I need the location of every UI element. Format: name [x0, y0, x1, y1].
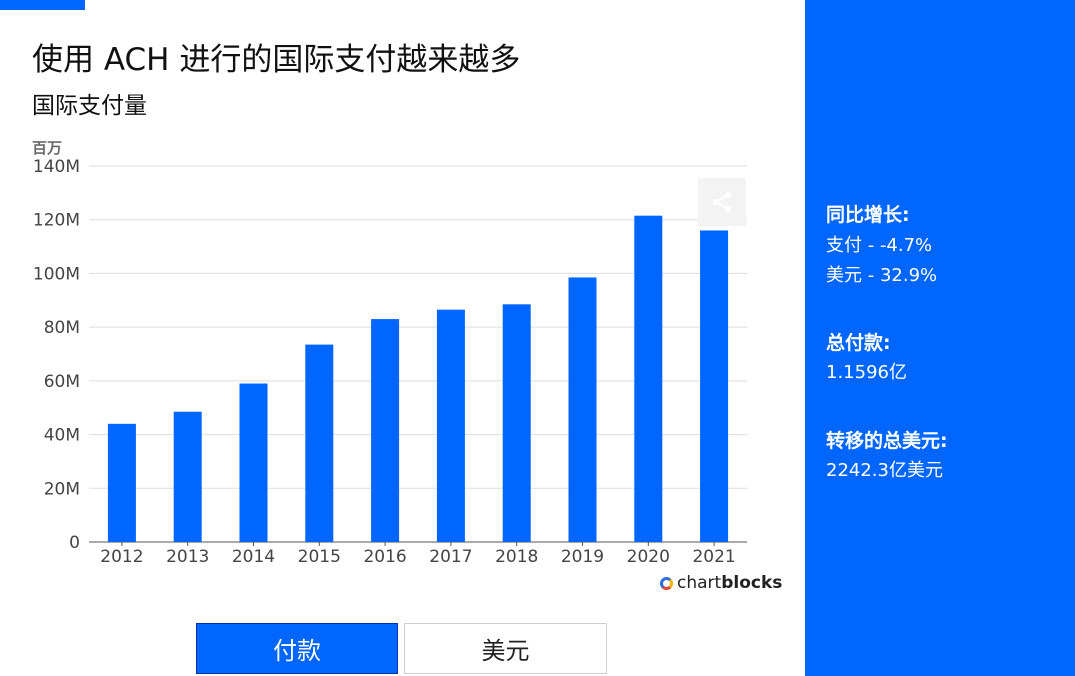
x-tick-label: 2018: [495, 547, 538, 567]
bar[interactable]: [700, 230, 729, 542]
toggle-dollars-button[interactable]: 美元: [404, 623, 607, 674]
bar[interactable]: [173, 411, 202, 542]
y-tick-label: 140M: [33, 157, 80, 177]
bar[interactable]: [305, 344, 334, 542]
y-tick-label: 60M: [44, 372, 80, 392]
chart-subtitle: 国际支付量: [32, 93, 147, 119]
chart-title: 使用 ACH 进行的国际支付越来越多: [32, 42, 521, 78]
bar[interactable]: [634, 215, 663, 542]
top-accent-bar: [0, 0, 85, 10]
brand-name-light: chart: [677, 573, 722, 593]
x-tick-label: 2017: [429, 547, 472, 567]
x-tick-label: 2012: [100, 547, 143, 567]
bar[interactable]: [107, 423, 136, 542]
growth-heading: 同比增长:: [826, 204, 910, 226]
brand-name-bold: blocks: [721, 573, 783, 593]
bar[interactable]: [436, 309, 465, 542]
bar[interactable]: [371, 319, 400, 542]
bar-chart: 0 20M 40M 60M 80M 100M 120M 140M 2012 2013 2014 201…: [33, 157, 747, 567]
bar[interactable]: [502, 304, 531, 542]
y-tick-label: 0: [69, 533, 80, 553]
y-tick-label: 40M: [44, 426, 80, 446]
y-tick-label: 120M: [33, 211, 80, 231]
unit-label: 百万: [32, 139, 63, 157]
x-tick-label: 2015: [298, 547, 341, 567]
growth-payments: 支付 - -4.7%: [826, 235, 933, 256]
toggle-payments-button[interactable]: 付款: [196, 623, 398, 674]
x-tick-label: 2013: [166, 547, 209, 567]
x-tick-label: 2016: [363, 547, 406, 567]
chartblocks-logo[interactable]: chart blocks: [660, 573, 782, 593]
x-tick-label: 2021: [692, 547, 735, 567]
share-icon: [713, 192, 731, 212]
total-payments-heading: 总付款:: [826, 332, 891, 354]
y-tick-label: 80M: [44, 318, 80, 338]
stats-panel: 同比增长: 支付 - -4.7% 美元 - 32.9% 总付款: 1.1596亿…: [805, 0, 1075, 676]
x-tick-label: 2019: [561, 547, 604, 567]
share-button[interactable]: [698, 178, 746, 226]
total-dollars-value: 2242.3亿美元: [826, 460, 943, 481]
x-tick-label: 2014: [232, 547, 275, 567]
total-payments-value: 1.1596亿: [826, 362, 907, 383]
y-tick-label: 20M: [44, 479, 80, 499]
chartblocks-logo-icon: [660, 576, 673, 590]
growth-dollars: 美元 - 32.9%: [826, 265, 938, 286]
y-tick-label: 100M: [33, 264, 80, 284]
x-tick-label: 2020: [627, 547, 670, 567]
bar[interactable]: [568, 277, 597, 542]
total-dollars-heading: 转移的总美元:: [826, 430, 948, 452]
bar[interactable]: [239, 383, 268, 542]
